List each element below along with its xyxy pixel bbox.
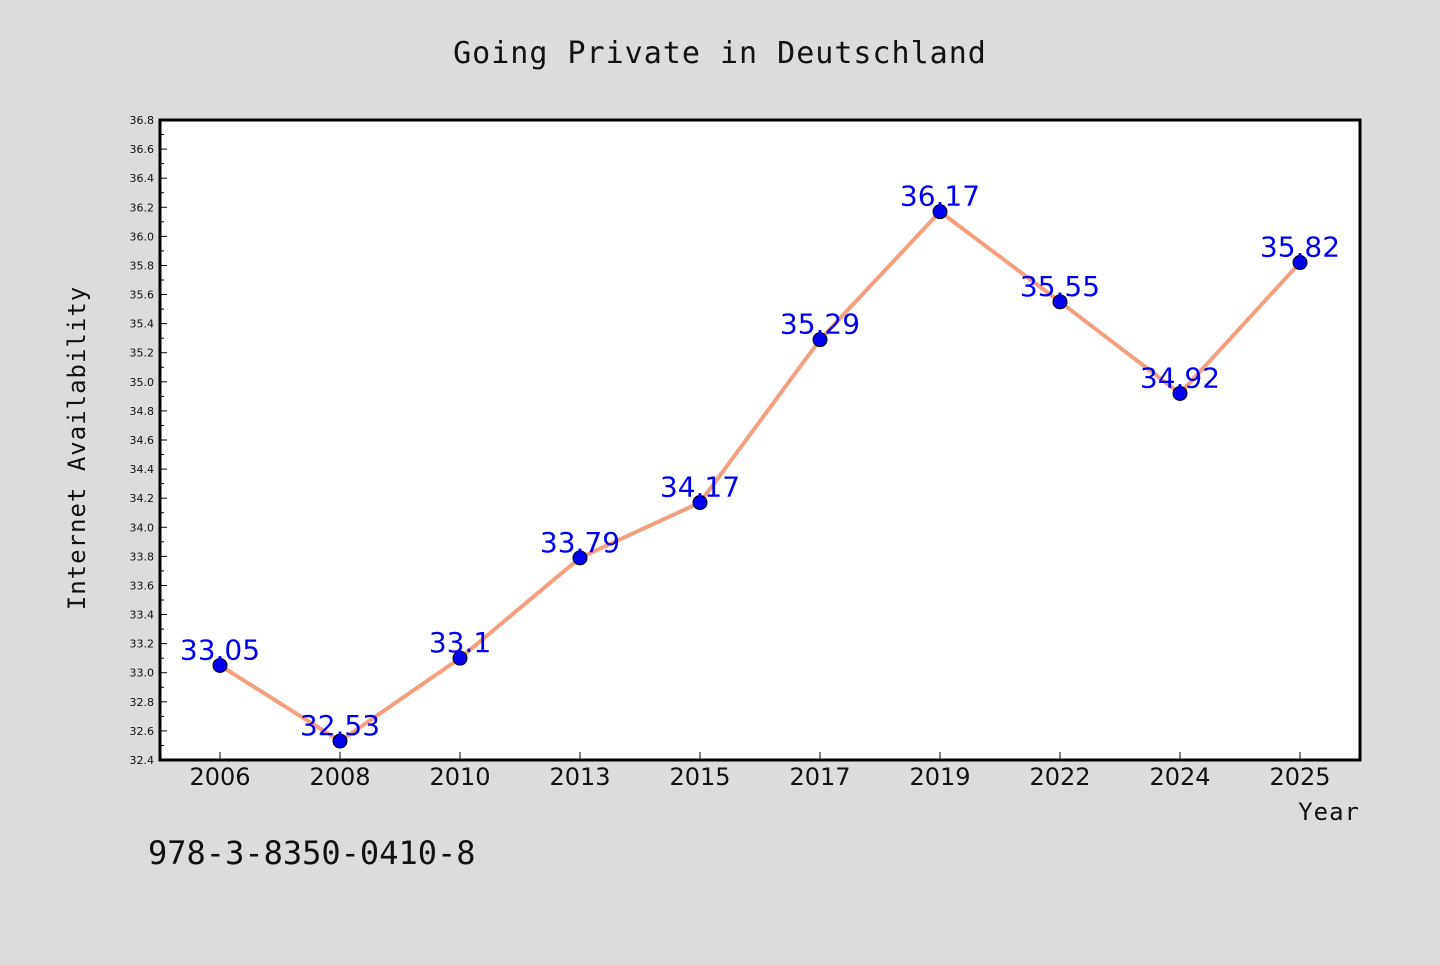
- y-tick-label: 34.0: [130, 521, 155, 534]
- y-tick-label: 33.0: [130, 667, 155, 680]
- data-label: 33.05: [180, 633, 260, 666]
- data-label: 34.17: [660, 471, 740, 504]
- data-label: 33.79: [540, 526, 620, 559]
- data-point: [1172, 385, 1188, 401]
- data-point: [1292, 255, 1308, 271]
- y-tick-label: 36.0: [130, 230, 155, 243]
- x-tick-label: 2010: [429, 763, 490, 791]
- x-tick-label: 2015: [669, 763, 730, 791]
- data-label: 32.53: [300, 709, 380, 742]
- y-tick-label: 35.2: [130, 347, 155, 360]
- y-tick-label: 32.6: [130, 725, 155, 738]
- x-tick-label: 2013: [549, 763, 610, 791]
- y-tick-label: 32.4: [130, 754, 155, 767]
- x-tick-label: 2008: [309, 763, 370, 791]
- y-axis: 32.4 32.6 32.8 33.0 33.2 33.4 33.6 33.8 34.0 34.2…: [130, 114, 167, 767]
- series-line: [218, 209, 1302, 744]
- y-tick-label: 33.6: [130, 579, 155, 592]
- y-axis-label: Internet Availability: [63, 286, 91, 610]
- x-tick-label: 2022: [1029, 763, 1090, 791]
- y-tick-label: 34.6: [130, 434, 155, 447]
- x-tick-label: 2019: [909, 763, 970, 791]
- y-tick-label: 36.6: [130, 143, 155, 156]
- x-tick-label: 2017: [789, 763, 850, 791]
- y-tick-label: 34.2: [130, 492, 155, 505]
- y-tick-label: 36.2: [130, 201, 155, 214]
- series: 33.05 32.53 33.1 33.79 34.17 35.29 36.17 35.55 3…: [180, 180, 1340, 749]
- y-tick-label: 36.8: [130, 114, 155, 127]
- x-tick-label: 2025: [1269, 763, 1330, 791]
- data-point: [1052, 294, 1068, 310]
- data-label: 35.82: [1260, 231, 1340, 264]
- chart-title: Going Private in Deutschland: [453, 36, 987, 71]
- data-point: [932, 204, 948, 220]
- y-tick-label: 36.4: [130, 172, 155, 185]
- data-point: [572, 550, 588, 566]
- y-tick-label: 35.0: [130, 376, 155, 389]
- plot-area: [158, 118, 1362, 762]
- data-point: [452, 650, 468, 666]
- data-point: [212, 657, 228, 673]
- y-tick-label: 33.4: [130, 609, 155, 622]
- data-label: 36.17: [900, 180, 980, 213]
- y-tick-label: 33.8: [130, 550, 155, 563]
- y-tick-label: 32.8: [130, 696, 155, 709]
- x-axis-label: Year: [1298, 798, 1360, 826]
- data-label: 33.1: [429, 626, 491, 659]
- data-label: 34.92: [1140, 361, 1220, 394]
- y-tick-label: 35.8: [130, 259, 155, 272]
- y-tick-label: 34.4: [130, 463, 155, 476]
- x-axis: 2006 2008 2010 2013 2015 2017 2019 2022 2024 2025: [189, 752, 1331, 791]
- data-point: [332, 733, 348, 749]
- x-tick-label: 2024: [1149, 763, 1210, 791]
- isbn-text: 978-3-8350-0410-8: [148, 834, 476, 872]
- data-point: [812, 332, 828, 348]
- data-point: [692, 495, 708, 511]
- y-tick-label: 35.4: [130, 318, 155, 331]
- x-tick-label: 2006: [189, 763, 250, 791]
- data-label: 35.29: [780, 308, 860, 341]
- y-tick-label: 35.6: [130, 289, 155, 302]
- data-label: 35.55: [1020, 270, 1100, 303]
- y-tick-label: 34.8: [130, 405, 155, 418]
- y-tick-label: 33.2: [130, 638, 155, 651]
